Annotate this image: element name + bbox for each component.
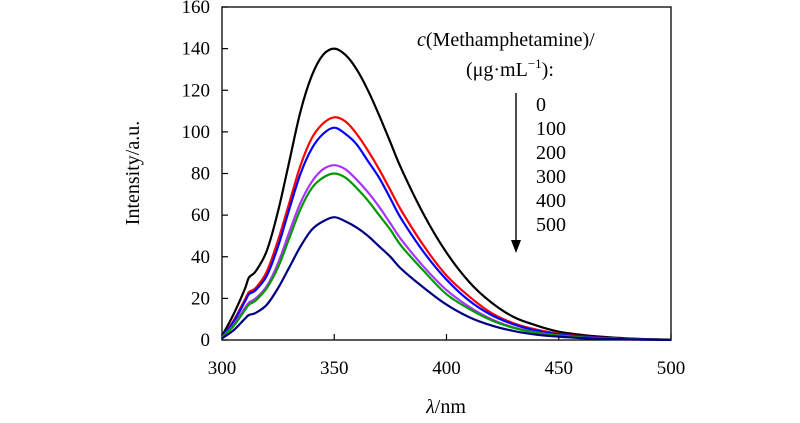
axis-ticks: 300 350 400 450 500 0 20 40 60 80 100 120 140 160	[182, 0, 686, 379]
legend: c(Methamphetamine)/ (μg·mL−1): 010020030…	[417, 29, 595, 253]
x-axis-title: λ/nm	[425, 396, 466, 418]
y-tick-label: 160	[182, 0, 211, 18]
y-tick-label: 120	[182, 80, 211, 101]
x-tick-label: 500	[657, 358, 686, 379]
legend-item-100: 100	[536, 118, 566, 140]
y-tick-label: 80	[191, 164, 210, 185]
y-tick-label: 100	[182, 122, 211, 143]
y-tick-label: 140	[182, 39, 211, 60]
series-lines	[221, 47, 672, 341]
series-line-100	[221, 116, 672, 341]
y-tick-label: 40	[191, 247, 210, 268]
x-tick-label: 400	[432, 358, 461, 379]
y-tick-label: 20	[191, 288, 210, 309]
series-line-400	[221, 172, 672, 341]
legend-item-400: 400	[536, 190, 566, 212]
y-tick-label: 60	[191, 205, 210, 226]
x-tick-label: 300	[208, 358, 237, 379]
x-tick-label: 350	[320, 358, 349, 379]
y-axis-title: Intensity/a.u.	[122, 121, 144, 225]
legend-arrow-head	[511, 240, 521, 253]
series-line-500	[221, 216, 672, 341]
series-line-0	[221, 47, 672, 341]
legend-subtitle: (μg·mL−1):	[466, 56, 554, 81]
x-tick-label: 450	[545, 358, 574, 379]
legend-item-300: 300	[536, 166, 566, 188]
legend-item-500: 500	[536, 214, 566, 236]
y-tick-label: 0	[201, 330, 211, 351]
legend-item-0: 0	[536, 94, 546, 116]
legend-item-200: 200	[536, 142, 566, 164]
legend-title: c(Methamphetamine)/	[417, 29, 595, 51]
